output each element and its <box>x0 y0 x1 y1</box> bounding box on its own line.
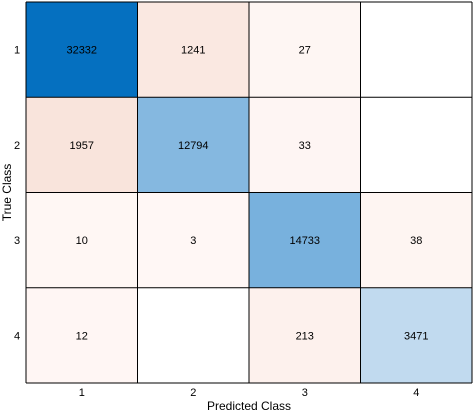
cell-value-r4-c4: 3471 <box>404 330 428 342</box>
matrix-cell-r4-c4 <box>360 287 472 383</box>
cell-value-r2-c1: 1957 <box>70 140 94 152</box>
matrix-cell-r3-c4 <box>360 192 472 288</box>
matrix-cell-r1-c4 <box>360 2 472 98</box>
cell-value-r2-c2: 12794 <box>178 140 209 152</box>
matrix-cell-r3-c3 <box>249 192 361 288</box>
x-tick-label: 2 <box>190 387 196 399</box>
matrix-cell-r2-c2 <box>137 97 249 193</box>
cell-value-r2-c3: 33 <box>299 140 311 152</box>
y-axis-ticks: 1 2 3 4 <box>14 45 20 343</box>
cell-value-r1-c3: 27 <box>299 45 311 57</box>
matrix-cell-labels: 32332 1241 27 1957 12794 33 10 3 14733 38 12 213 347… <box>66 45 428 343</box>
cell-value-r3-c2: 3 <box>190 235 196 247</box>
cell-value-r4-c1: 12 <box>76 330 88 342</box>
matrix-grid <box>25 1 473 384</box>
matrix-cell-r4-c1 <box>26 287 138 383</box>
y-tick-label: 4 <box>14 330 20 342</box>
matrix-cell-r3-c2 <box>137 192 249 288</box>
matrix-cell-r1-c1 <box>26 2 138 98</box>
cell-value-r3-c1: 10 <box>76 235 88 247</box>
matrix-cell-r1-c2 <box>137 2 249 98</box>
cell-value-r1-c1: 32332 <box>66 45 97 57</box>
y-tick-label: 3 <box>14 235 20 247</box>
cell-value-r4-c3: 213 <box>296 330 314 342</box>
matrix-cell-r2-c4 <box>360 97 472 193</box>
matrix-cell-r2-c1 <box>26 97 138 193</box>
x-axis-ticks: 1 2 3 4 <box>79 387 420 399</box>
x-tick-label: 4 <box>413 387 419 399</box>
x-tick-label: 3 <box>302 387 308 399</box>
matrix-cells <box>26 2 472 383</box>
cell-value-r1-c2: 1241 <box>181 45 205 57</box>
x-tick-label: 1 <box>79 387 85 399</box>
cell-value-r3-c4: 38 <box>410 235 422 247</box>
matrix-cell-r4-c3 <box>249 287 361 383</box>
matrix-cell-r1-c3 <box>249 2 361 98</box>
y-tick-label: 1 <box>14 45 20 57</box>
matrix-cell-r3-c1 <box>26 192 138 288</box>
y-axis-title: True Class <box>0 164 14 222</box>
y-tick-label: 2 <box>14 140 20 152</box>
cell-value-r3-c3: 14733 <box>289 235 320 247</box>
x-axis-title: Predicted Class <box>207 399 291 413</box>
matrix-cell-r4-c2 <box>137 287 249 383</box>
matrix-cell-r2-c3 <box>249 97 361 193</box>
